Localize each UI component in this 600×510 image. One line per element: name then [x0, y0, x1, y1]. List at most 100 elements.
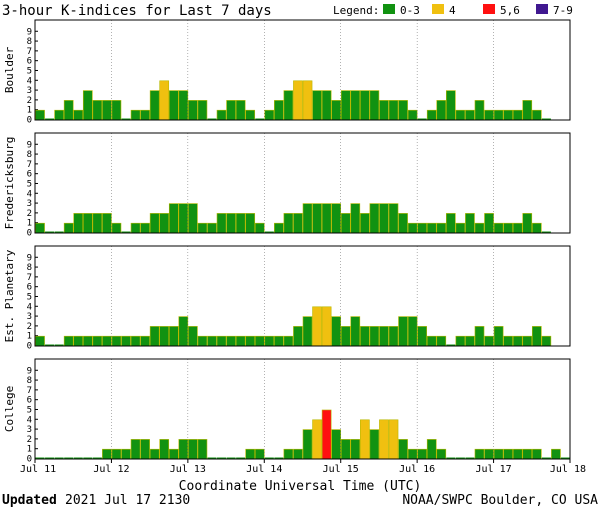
k-bar — [140, 222, 150, 234]
k-bar — [312, 90, 322, 121]
k-bar — [493, 222, 504, 234]
k-bar — [197, 439, 208, 460]
k-bar — [111, 335, 122, 347]
panel-frame — [34, 19, 571, 121]
k-bar — [197, 335, 208, 347]
y-tick-label: 3 — [27, 312, 32, 322]
y-tick-label: 6 — [27, 396, 32, 406]
y-tick-label: 2 — [27, 96, 32, 106]
k-bar — [398, 439, 408, 460]
k-bar — [340, 439, 351, 460]
k-bar — [45, 231, 55, 233]
y-tick-label: 9 — [27, 27, 32, 37]
k-bar — [254, 335, 265, 347]
k-bar — [159, 80, 170, 121]
y-tick-label: 3 — [27, 425, 32, 435]
panel-frame — [34, 245, 571, 347]
k-bar — [293, 80, 303, 121]
k-bar — [73, 335, 84, 347]
k-bar — [350, 316, 361, 347]
k-bar — [245, 213, 256, 234]
k-bar — [149, 213, 160, 234]
y-tick-label: 7 — [27, 273, 32, 283]
y-tick-label: 5 — [27, 66, 32, 76]
k-bar — [436, 448, 447, 460]
k-bar — [417, 222, 427, 234]
k-bar — [426, 439, 437, 460]
k-bar — [130, 439, 141, 460]
k-bar — [235, 213, 246, 234]
k-bar — [197, 100, 208, 121]
k-bar — [465, 213, 475, 234]
k-bar — [379, 326, 389, 347]
k-bar — [302, 80, 313, 121]
k-bar — [111, 448, 122, 460]
k-bar — [45, 344, 55, 346]
x-tick-label: Jul 15 — [323, 464, 359, 475]
k-bar — [111, 100, 122, 121]
k-bar — [465, 109, 475, 121]
k-bar — [35, 457, 45, 459]
panels: 0123456789Boulder0123456789Fredericksbur… — [3, 19, 571, 465]
k-bar — [102, 100, 112, 121]
x-tick-label: Jul 17 — [476, 464, 512, 475]
k-bar — [340, 90, 351, 121]
y-tick-label: 4 — [27, 189, 32, 199]
k-bar — [226, 335, 236, 347]
k-bar — [45, 118, 55, 120]
k-bar — [398, 100, 408, 121]
k-bar — [130, 222, 141, 234]
k-bar — [121, 448, 131, 460]
k-bar — [531, 448, 542, 460]
legend-swatch — [483, 4, 495, 14]
k-bar — [407, 448, 418, 460]
legend-item-label: 7-9 — [553, 4, 573, 17]
y-tick-label: 1 — [27, 106, 32, 116]
k-bar — [168, 448, 179, 460]
k-bar — [82, 335, 93, 347]
k-bar — [245, 109, 256, 121]
k-bar — [149, 90, 160, 121]
k-bar — [188, 203, 198, 234]
updated-value: 2021 Jul 17 2130 — [65, 493, 190, 508]
k-bar — [216, 213, 227, 234]
k-bar — [474, 100, 485, 121]
k-bar — [417, 118, 427, 120]
y-tick-label: 9 — [27, 253, 32, 263]
k-bar — [455, 109, 466, 121]
k-bar — [331, 203, 342, 234]
k-bar — [436, 222, 447, 234]
k-bar — [236, 457, 246, 459]
k-bar — [484, 335, 494, 347]
k-bar — [531, 109, 542, 121]
k-bar — [522, 335, 533, 347]
y-tick-label: 8 — [27, 37, 32, 47]
k-bar — [140, 335, 150, 347]
legend: 0-3 4 5,6 7-9 — [383, 4, 573, 17]
k-bar — [178, 203, 189, 234]
k-bar — [560, 457, 570, 459]
legend-label: Legend: — [333, 4, 379, 17]
x-tick-label: Jul 13 — [170, 464, 206, 475]
k-bar — [226, 457, 236, 459]
k-bar — [235, 335, 246, 347]
y-tick-label: 5 — [27, 292, 32, 302]
k-bar — [283, 213, 294, 234]
k-bar — [140, 109, 150, 121]
k-bar — [178, 439, 189, 460]
y-tick-label: 3 — [27, 199, 32, 209]
k-bar — [149, 326, 160, 347]
k-bar — [54, 109, 64, 121]
k-bar — [254, 222, 265, 234]
k-bar — [63, 335, 74, 347]
x-tick-label: Jul 18 — [550, 464, 586, 475]
k-bar — [350, 203, 361, 234]
panel-name: Boulder — [3, 46, 16, 93]
k-bar — [63, 222, 74, 234]
k-bar — [35, 335, 45, 347]
k-bar — [274, 457, 284, 459]
y-tick-label: 0 — [27, 342, 32, 352]
panel-name: College — [3, 386, 16, 432]
